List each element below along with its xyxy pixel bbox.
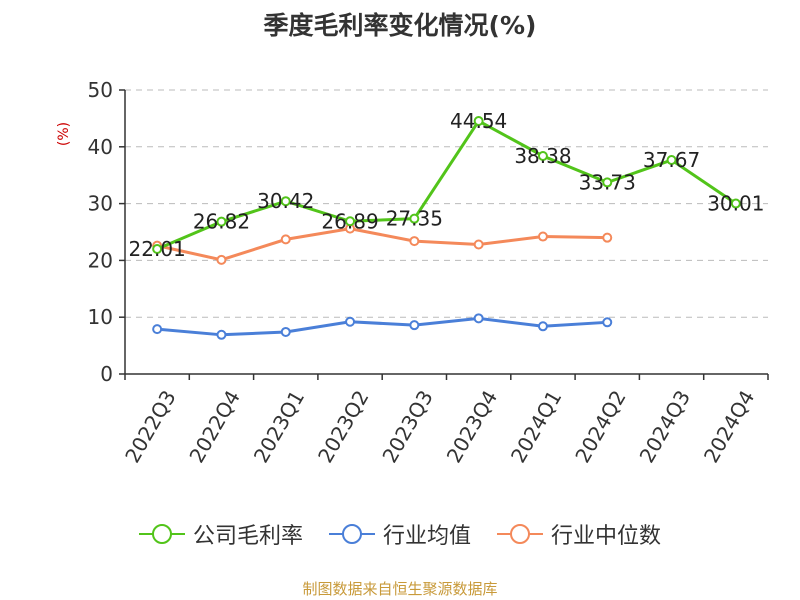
- data-point-s1-2024Q2: [602, 317, 613, 328]
- y-tick-label-20: 20: [88, 248, 113, 272]
- legend-item-industry-mean[interactable]: 行业均值: [328, 518, 471, 550]
- data-point-s0-2023Q2: [345, 216, 356, 227]
- data-point-s0-2023Q4: [473, 116, 484, 127]
- series-line-2: [156, 227, 608, 262]
- chart-title: 季度毛利率变化情况(%): [263, 11, 537, 40]
- data-label-2022Q3: 22.01: [129, 237, 186, 261]
- data-point-s0-2022Q4: [216, 216, 227, 227]
- data-point-s0-2024Q2: [602, 177, 613, 188]
- legend-label-industry-median: 行业中位数: [551, 524, 662, 549]
- data-label-2023Q1: 30.42: [257, 189, 314, 213]
- y-tick-label-10: 10: [88, 305, 113, 329]
- data-point-s0-2023Q1: [280, 196, 291, 207]
- x-tick-label-2024Q4: 2024Q4: [699, 386, 759, 467]
- x-tick-label-2022Q4: 2022Q4: [184, 386, 244, 467]
- data-point-s2-2023Q3: [409, 236, 420, 247]
- data-point-s1-2022Q4: [216, 329, 227, 340]
- x-tick-label-2023Q2: 2023Q2: [313, 386, 373, 467]
- data-point-s0-2022Q3: [152, 243, 163, 254]
- data-point-s2-2023Q1: [280, 234, 291, 245]
- x-tick-label-2024Q3: 2024Q3: [635, 386, 695, 467]
- data-label-2022Q4: 26.82: [193, 210, 250, 234]
- legend-marker-industry-mean: [328, 524, 375, 544]
- y-tick-label-0: 0: [100, 362, 113, 386]
- y-tick-label-40: 40: [88, 135, 113, 159]
- series-line-0: [156, 119, 737, 251]
- x-tick-label-2023Q1: 2023Q1: [249, 386, 309, 467]
- data-label-2023Q2: 26.89: [321, 209, 378, 233]
- y-tick-label-30: 30: [88, 192, 113, 216]
- data-label-layer: 22.01 26.82 30.42 26.89 27.35 44.54 38.38 33.73…: [129, 109, 765, 261]
- data-point-s2-2024Q2: [602, 232, 613, 243]
- data-label-2024Q1: 38.38: [514, 144, 571, 168]
- data-label-2023Q3: 27.35: [386, 207, 443, 231]
- series-line-1: [157, 316, 608, 337]
- source-note: 制图数据来自恒生聚源数据库: [302, 580, 498, 598]
- data-point-s1-2023Q2: [345, 316, 356, 327]
- legend-item-company[interactable]: 公司毛利率: [138, 518, 303, 550]
- x-tick-label-2022Q3: 2022Q3: [120, 386, 180, 467]
- grid-layer: [125, 89, 768, 318]
- x-tick-label-2023Q3: 2023Q3: [377, 386, 437, 467]
- data-point-s0-2024Q4: [730, 198, 741, 209]
- data-point-s0-2023Q3: [409, 213, 420, 224]
- legend-label-industry-mean: 行业均值: [382, 524, 471, 549]
- data-point-s1-2022Q3: [152, 324, 163, 335]
- series-layer: [152, 116, 741, 340]
- y-tick-label-50: 50: [88, 78, 113, 102]
- x-tick-label-2023Q4: 2023Q4: [442, 386, 502, 467]
- data-point-s2-2022Q4: [216, 254, 227, 265]
- legend: 公司毛利率 行业均值 行业中位数: [0, 518, 800, 550]
- data-label-2024Q2: 33.73: [579, 170, 636, 194]
- data-point-s1-2023Q4: [473, 313, 484, 324]
- legend-marker-industry-median: [497, 524, 543, 544]
- data-point-s1-2023Q3: [409, 320, 420, 331]
- x-tick-label-2024Q2: 2024Q2: [570, 386, 630, 467]
- data-point-s0-2024Q1: [537, 151, 548, 162]
- data-point-s2-2023Q4: [473, 239, 484, 250]
- legend-item-industry-median[interactable]: 行业中位数: [497, 518, 661, 550]
- legend-label-company: 公司毛利率: [192, 524, 303, 549]
- data-label-2023Q4: 44.54: [450, 109, 507, 133]
- data-point-s1-2024Q1: [537, 321, 548, 332]
- legend-marker-company: [138, 524, 185, 544]
- data-label-2024Q3: 37.67: [643, 148, 700, 172]
- data-point-s1-2023Q1: [280, 326, 291, 337]
- data-label-2024Q4: 30.01: [707, 192, 764, 216]
- data-point-s2-2024Q1: [537, 231, 548, 242]
- data-point-s0-2024Q3: [666, 155, 677, 166]
- x-tick-label-2024Q1: 2024Q1: [506, 386, 566, 467]
